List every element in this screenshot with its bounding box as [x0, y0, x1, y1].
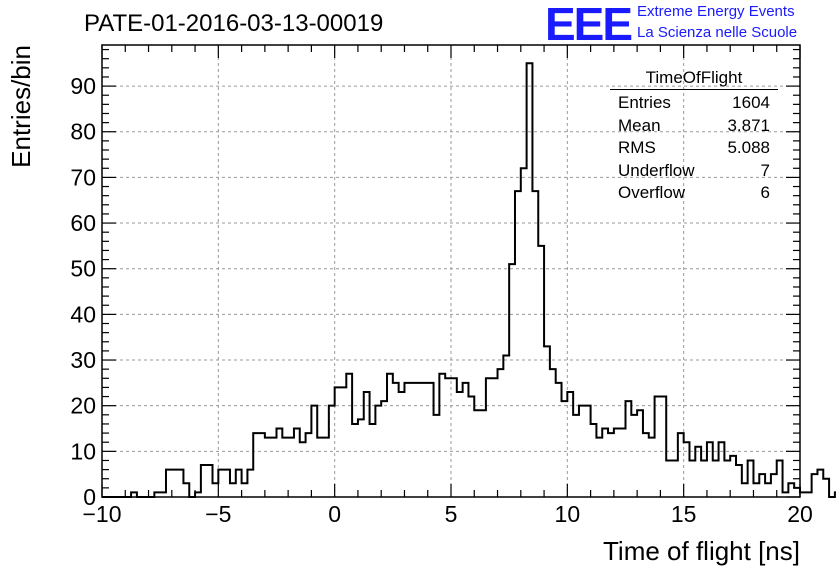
stats-label: Entries	[618, 93, 671, 112]
histogram-line	[102, 62, 836, 498]
y-tick-label: 40	[70, 301, 96, 327]
x-axis-label: Time of flight [ns]	[603, 536, 800, 566]
y-tick-label: 60	[70, 210, 96, 236]
x-tick-label: 5	[445, 501, 458, 527]
grid-lines	[102, 45, 800, 497]
stats-value: 6	[760, 183, 770, 202]
stats-label: Mean	[618, 115, 661, 135]
stats-box: TimeOfFlight Entries 1604 Mean 3.871 RMS 5.08…	[610, 68, 778, 205]
y-tick-label: 0	[83, 484, 96, 510]
x-tick-label: −10	[82, 501, 121, 527]
stats-label: Overflow	[618, 183, 686, 202]
x-tick-label: 15	[671, 501, 697, 527]
stats-row: Overflow 6	[610, 182, 778, 205]
logo-line-2: La Scienza nelle Scuole	[637, 24, 798, 41]
y-axis-label: Entries/bin	[6, 45, 36, 168]
y-tick-label: 80	[70, 119, 96, 145]
stats-row: Underflow 7	[610, 160, 778, 183]
y-tick-label: 90	[70, 73, 96, 99]
stats-row: RMS 5.088	[610, 137, 778, 160]
stats-row: Entries 1604	[610, 92, 778, 115]
stats-label: Underflow	[618, 160, 695, 180]
stats-title: TimeOfFlight	[610, 68, 778, 90]
y-tick-label: 10	[70, 438, 96, 464]
x-tick-label: 20	[787, 501, 813, 527]
y-tick-label: 70	[70, 164, 96, 190]
y-tick-label: 20	[70, 393, 96, 419]
x-tick-label: −5	[205, 501, 231, 527]
axis-ticks	[101, 45, 801, 498]
y-tick-label: 30	[70, 347, 96, 373]
stats-value: 3.871	[727, 115, 770, 135]
logo-line-1: Extreme Energy Events	[637, 3, 795, 20]
stats-row: Mean 3.871	[610, 115, 778, 138]
stats-value: 7	[760, 160, 770, 180]
stats-value: 5.088	[727, 138, 770, 157]
y-tick-label: 50	[70, 256, 96, 282]
stats-value: 1604	[732, 93, 770, 112]
x-tick-label: 10	[555, 501, 581, 527]
x-tick-label: 0	[328, 501, 341, 527]
stats-label: RMS	[618, 138, 656, 157]
stats-rows: Entries 1604 Mean 3.871 RMS 5.088 Underflow 7 Ov…	[610, 92, 778, 205]
chart-title: PATE-01-2016-03-13-00019	[84, 10, 384, 37]
x-tick-labels: −10 −5 0 5 10 15 20	[82, 501, 812, 527]
y-tick-labels: 0 10 20 30 40 50 60 70 80 90	[70, 73, 96, 510]
eee-logo: EEE	[545, 0, 633, 50]
